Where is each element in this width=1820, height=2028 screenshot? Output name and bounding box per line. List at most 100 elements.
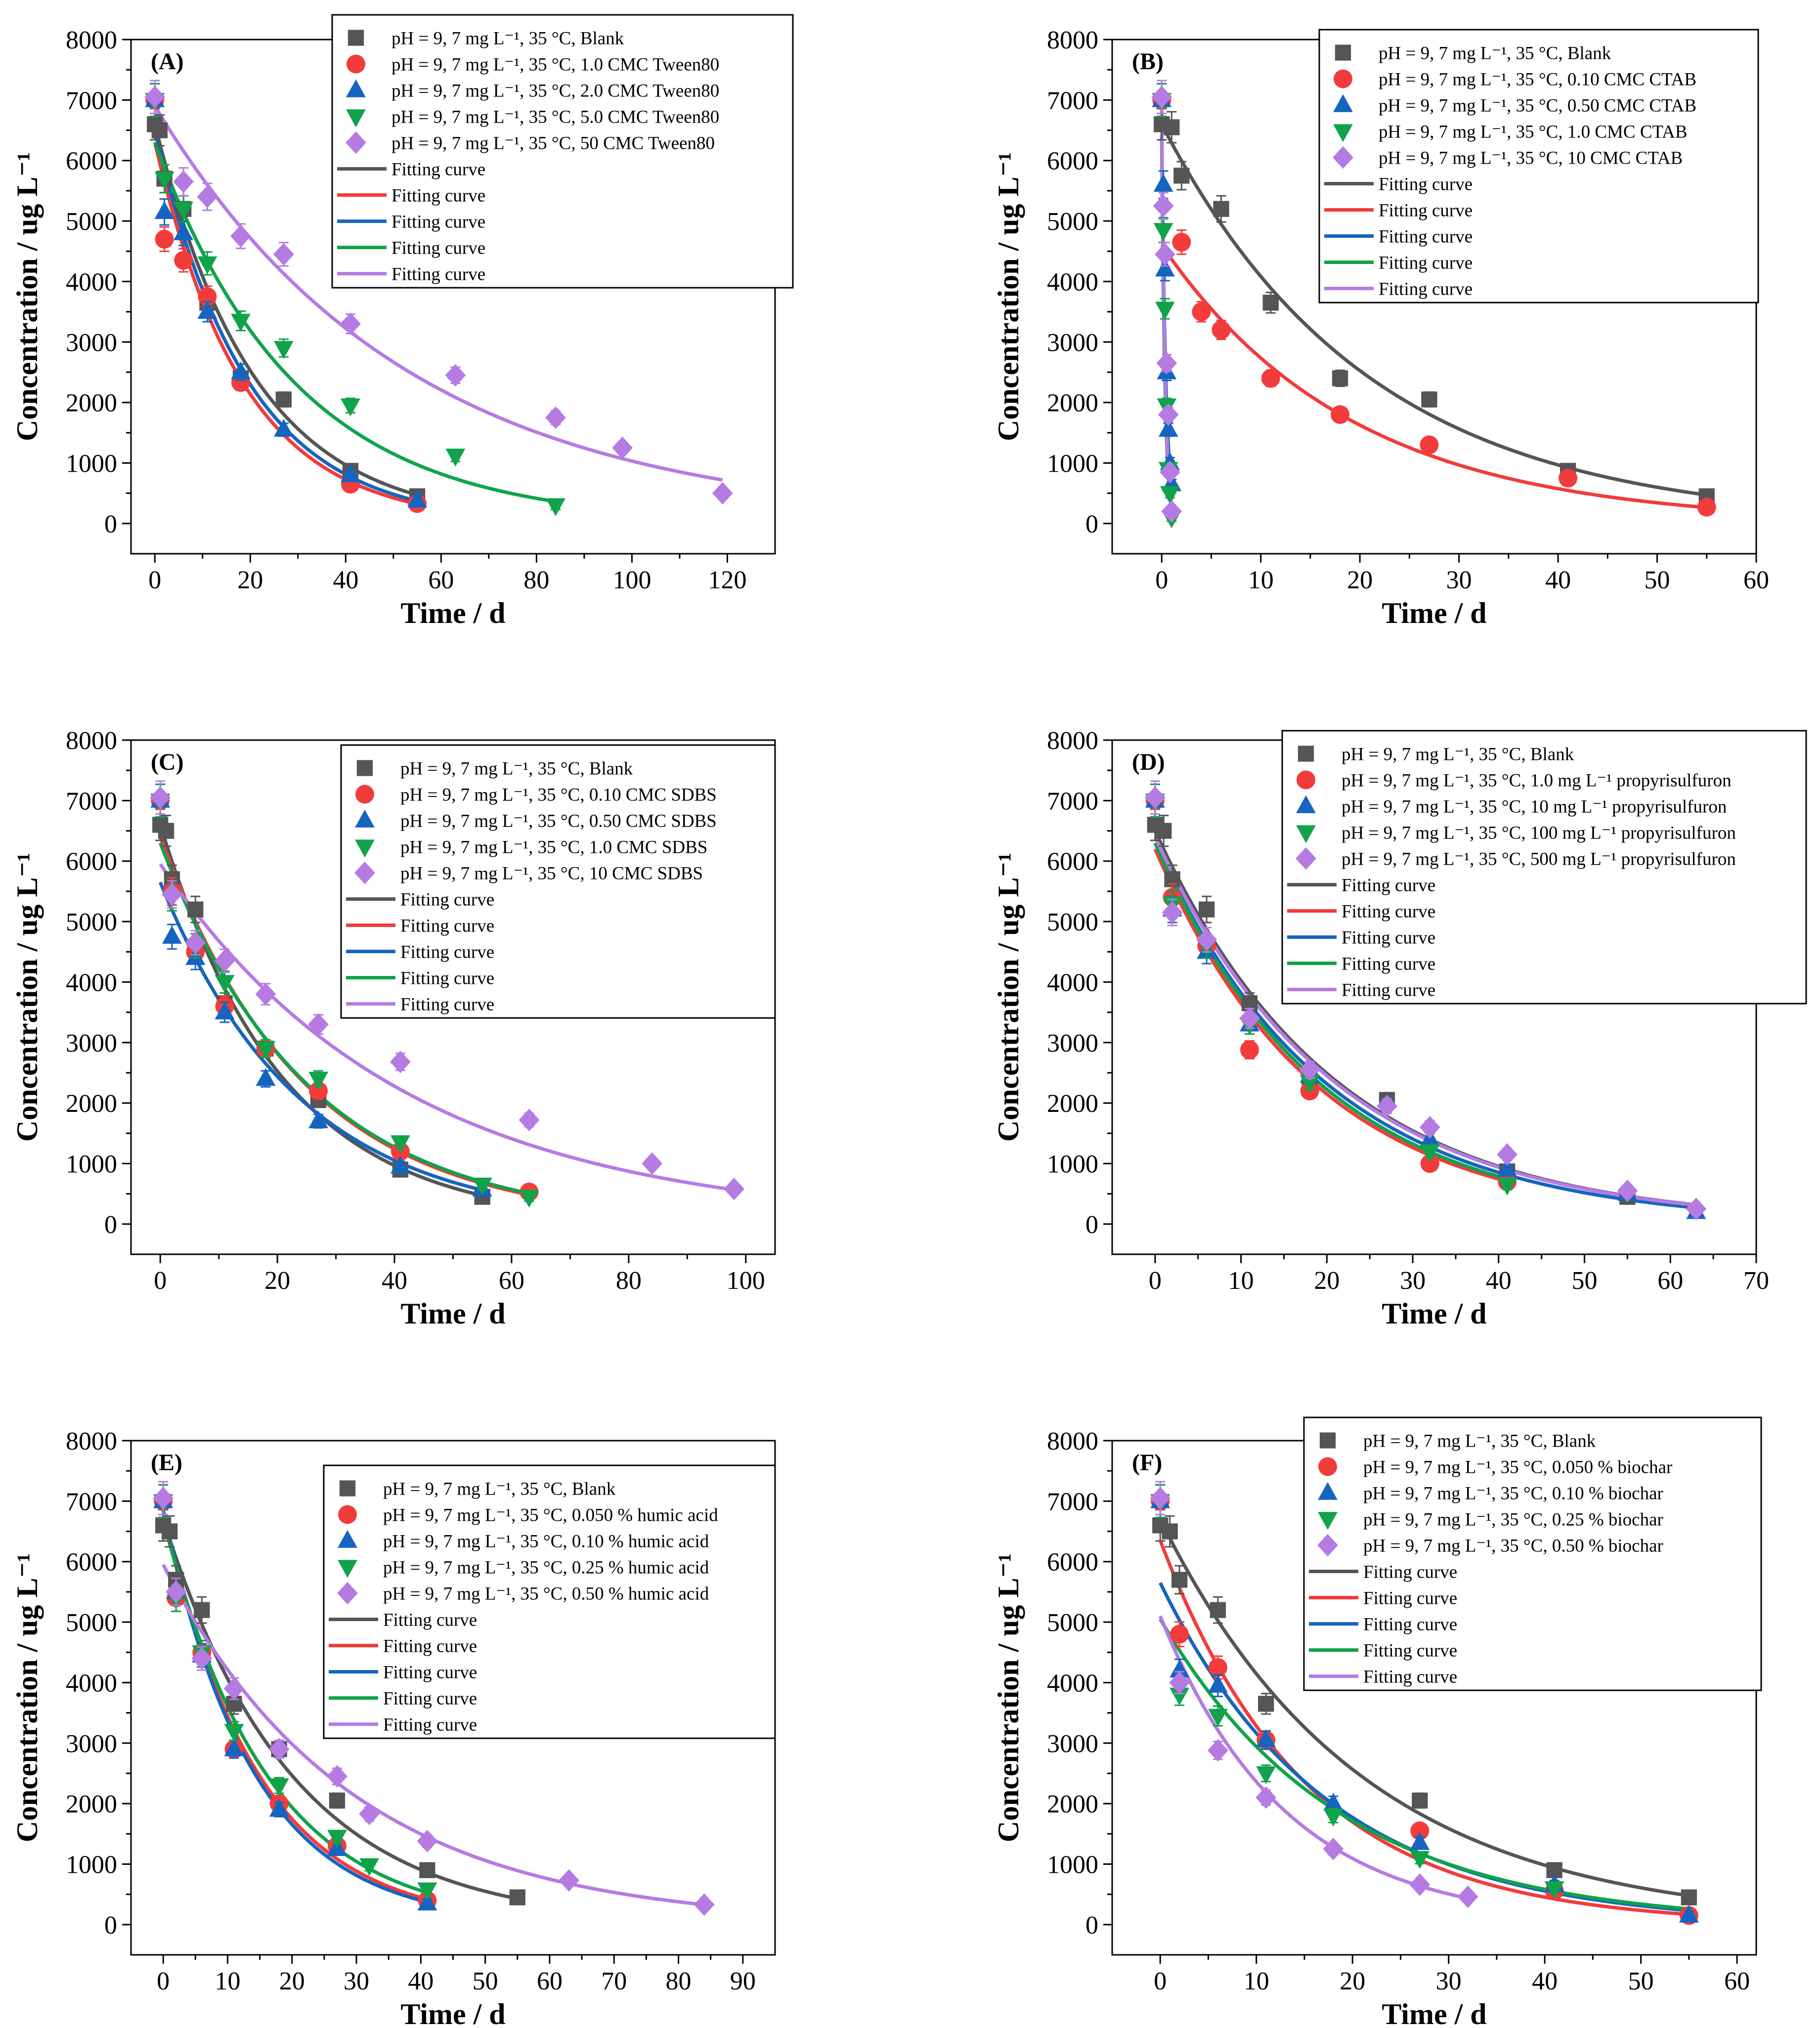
y-tick-label: 2000	[66, 1790, 117, 1818]
y-tick-label: 3000	[66, 1029, 117, 1058]
data-point	[154, 201, 174, 219]
legend-marker	[1333, 146, 1353, 169]
y-tick-label: 1000	[1047, 449, 1098, 478]
legend: pH = 9, 7 mg L⁻¹, 35 °C, Blank pH = 9, 7 …	[1303, 1416, 1762, 1691]
data-point	[1410, 1821, 1430, 1841]
y-tick-label: 7000	[66, 1488, 117, 1516]
y-tick-label: 6000	[66, 1548, 117, 1577]
fit-curve	[1158, 1540, 1690, 1916]
y-tick-label: 5000	[1047, 208, 1098, 236]
legend-fit-entry: Fitting curve	[400, 916, 494, 936]
x-tick-label: 40	[1532, 1967, 1558, 1995]
legend-entry: pH = 9, 7 mg L⁻¹, 35 °C, 0.25 % humic ac…	[383, 1558, 709, 1578]
legend-fit-entry: Fitting curve	[1379, 201, 1473, 221]
data-point	[1332, 370, 1348, 387]
data-point	[256, 1068, 276, 1086]
x-tick-label: 50	[1628, 1967, 1654, 1995]
legend-marker	[1298, 746, 1314, 762]
legend-entry: pH = 9, 7 mg L⁻¹, 35 °C, 0.50 CMC SDBS	[400, 811, 717, 832]
legend-entry: pH = 9, 7 mg L⁻¹, 35 °C, 0.10 CMC CTAB	[1379, 70, 1696, 90]
legend-fit-entry: Fitting curve	[1379, 227, 1473, 247]
fit-curve	[153, 142, 418, 506]
y-tick-label: 3000	[66, 1730, 117, 1758]
data-point	[185, 931, 206, 954]
legend-marker	[338, 1530, 357, 1548]
x-axis-title: Time / d	[400, 1297, 505, 1330]
legend-marker	[338, 1505, 357, 1524]
y-tick-label: 2000	[1047, 389, 1098, 417]
legend-marker	[1318, 1482, 1338, 1500]
y-axis-title: Concentration / ug L⁻¹	[992, 853, 1025, 1142]
data-point	[1160, 486, 1180, 504]
y-tick-label: 5000	[66, 208, 117, 236]
x-tick-label: 20	[279, 1967, 305, 1995]
y-tick-label: 8000	[66, 727, 117, 755]
legend-marker	[346, 79, 366, 97]
y-tick-label: 3000	[1047, 1730, 1098, 1758]
y-tick-label: 0	[104, 1911, 117, 1940]
legend-box	[323, 1464, 776, 1739]
data-point	[194, 1602, 210, 1618]
legend-entry: pH = 9, 7 mg L⁻¹, 35 °C, Blank	[1363, 1431, 1596, 1452]
legend-box	[1281, 730, 1807, 1005]
legend-entry: pH = 9, 7 mg L⁻¹, 35 °C, 100 mg L⁻¹ prop…	[1342, 823, 1736, 843]
data-point	[1258, 1696, 1274, 1712]
legend-fit-entry: Fitting curve	[1363, 1562, 1457, 1583]
x-tick-label: 60	[1657, 1267, 1683, 1295]
data-point	[1410, 1832, 1430, 1850]
legend-entry: pH = 9, 7 mg L⁻¹, 35 °C, 1.0 CMC SDBS	[400, 838, 707, 858]
y-tick-label: 6000	[66, 147, 117, 176]
data-point	[224, 1738, 244, 1757]
y-tick-label: 8000	[66, 26, 117, 54]
data-point	[269, 1778, 289, 1797]
data-point	[191, 1647, 213, 1670]
data-point	[1172, 232, 1191, 252]
y-tick-label: 7000	[1047, 1488, 1098, 1516]
data-point	[1162, 901, 1183, 924]
data-point	[1198, 901, 1215, 918]
y-tick-label: 1000	[66, 1851, 117, 1879]
y-tick-label: 7000	[1047, 787, 1098, 815]
y-tick-label: 8000	[1047, 1427, 1098, 1455]
legend-marker	[1319, 1432, 1336, 1449]
panel-label: (E)	[151, 1450, 182, 1476]
x-tick-label: 30	[1400, 1267, 1426, 1295]
legend-marker	[1333, 124, 1353, 142]
data-point	[1212, 320, 1231, 340]
legend-marker	[354, 861, 375, 884]
data-point	[1170, 1687, 1190, 1706]
data-point	[1170, 1625, 1189, 1644]
y-tick-label: 6000	[1047, 848, 1098, 876]
legend-fit-entry: Fitting curve	[1342, 980, 1435, 1001]
data-point	[155, 229, 174, 249]
data-point	[1170, 1660, 1190, 1678]
data-point	[214, 949, 235, 972]
fit-curve	[161, 1509, 428, 1904]
panel-label: (F)	[1132, 1450, 1162, 1476]
data-point	[1171, 1572, 1188, 1588]
x-tick-label: 0	[154, 1267, 167, 1295]
data-point	[1162, 1523, 1178, 1540]
y-tick-label: 1000	[66, 1150, 117, 1178]
y-tick-label: 6000	[1047, 1548, 1098, 1577]
data-point	[1686, 1197, 1707, 1221]
data-point	[197, 185, 218, 208]
y-tick-label: 7000	[66, 787, 117, 815]
x-tick-label: 40	[333, 566, 358, 594]
data-point	[1208, 1658, 1227, 1677]
data-point	[445, 448, 466, 467]
data-point	[1544, 1881, 1564, 1899]
legend-fit-entry: Fitting curve	[1363, 1615, 1457, 1635]
data-point	[162, 1523, 178, 1540]
legend-marker	[1317, 1534, 1338, 1557]
data-point	[1240, 1040, 1259, 1059]
data-point	[390, 1051, 411, 1073]
data-point	[1208, 1739, 1228, 1762]
data-point	[1420, 435, 1439, 454]
data-point	[329, 1792, 346, 1809]
legend-fit-entry: Fitting curve	[391, 265, 485, 285]
data-point	[1331, 405, 1350, 424]
legend-fit-entry: Fitting curve	[1379, 175, 1473, 195]
data-point	[173, 222, 194, 240]
data-point	[1155, 302, 1175, 320]
